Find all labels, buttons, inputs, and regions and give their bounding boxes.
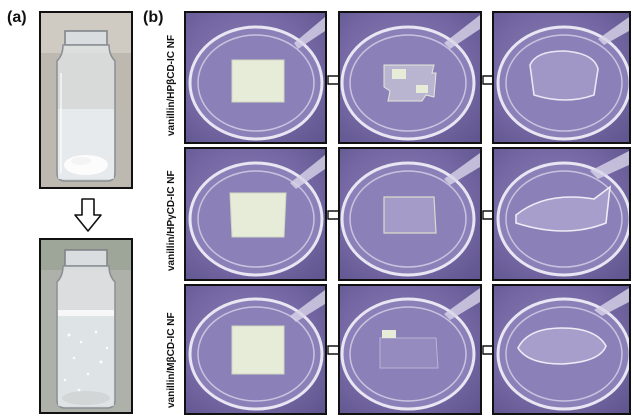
dish-drawing [188,155,325,277]
row-label-hpbcd: vanillin/HPβCD-IC NF [166,34,177,136]
vial-photo-before [39,11,133,189]
dish-photo-r1-c3 [492,11,631,144]
dish-photo-r3-c3 [492,284,631,415]
panel-b-label: (b) [143,9,164,26]
vial-before-drawing [41,13,131,187]
row-label-hpgcd: vanillin/HPγCD-IC NF [166,170,177,271]
panel-a-label: (a) [7,9,27,26]
dish-drawing [340,288,480,411]
dish-photo-r3-c2 [338,284,482,415]
dish-photo-r2-c3 [492,147,631,281]
dish-photo-r1-c1 [184,11,327,144]
dish-drawing [340,153,480,277]
dish-drawing [340,15,480,141]
dish-drawing [496,17,629,141]
dish-drawing [496,288,629,411]
dish-photo-r1-c2 [338,11,482,144]
dish-drawing [188,17,325,141]
dish-photo-r2-c2 [338,147,482,281]
dish-drawing [188,290,325,411]
row-label-mbcd: vanillin/MβCD-IC NF [166,312,177,408]
dish-photo-r3-c1 [184,284,327,415]
vial-photo-after [39,238,133,414]
dish-photo-r2-c1 [184,147,327,281]
dish-drawing [496,151,629,277]
vial-after-drawing [41,240,131,412]
down-arrow-icon [73,197,103,238]
